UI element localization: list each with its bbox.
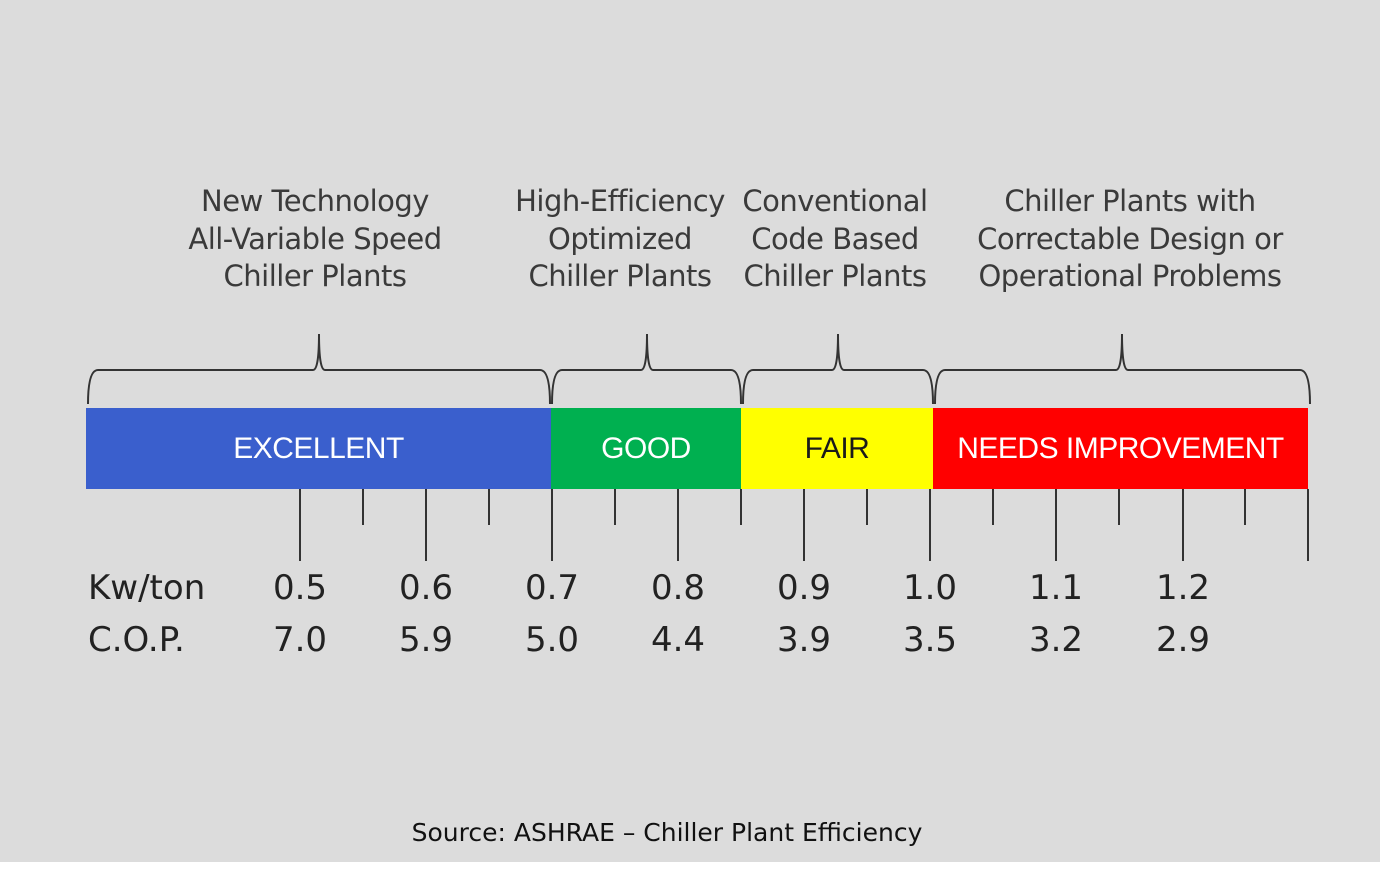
category-label-new-technology: New Technology All-Variable Speed Chille… <box>188 184 442 293</box>
category-label-conventional: Conventional Code Based Chiller Plants <box>742 184 928 293</box>
kw-value: 0.5 <box>272 568 328 608</box>
cop-value: 3.9 <box>776 620 832 660</box>
source-caption: Source: ASHRAE – Chiller Plant Efficienc… <box>411 818 923 847</box>
kw-value: 1.0 <box>902 568 958 608</box>
kw-value: 0.7 <box>524 568 580 608</box>
brace-needs-improvement <box>934 333 1311 405</box>
segment-excellent: EXCELLENT <box>86 408 551 489</box>
cop-value: 5.9 <box>398 620 454 660</box>
cop-value: 2.9 <box>1155 620 1211 660</box>
cop-value: 3.2 <box>1028 620 1084 660</box>
brace-excellent <box>87 333 551 405</box>
cop-label: C.O.P. <box>88 620 185 660</box>
cop-value: 7.0 <box>272 620 328 660</box>
kw-value: 0.6 <box>398 568 454 608</box>
kw-value: 0.9 <box>776 568 832 608</box>
kw-per-ton-label: Kw/ton <box>88 568 206 608</box>
brace-good <box>551 333 742 405</box>
segment-good: GOOD <box>551 408 741 489</box>
kw-value: 0.8 <box>650 568 706 608</box>
brace-fair <box>742 333 934 405</box>
cop-value: 3.5 <box>902 620 958 660</box>
kw-value: 1.2 <box>1155 568 1211 608</box>
segment-needs-improvement: NEEDS IMPROVEMENT <box>933 408 1308 489</box>
segment-fair: FAIR <box>741 408 933 489</box>
category-label-high-efficiency: High-Efficiency Optimized Chiller Plants <box>515 184 725 293</box>
kw-value: 1.1 <box>1028 568 1084 608</box>
cop-value: 5.0 <box>524 620 580 660</box>
category-label-correctable-problems: Chiller Plants with Correctable Design o… <box>977 184 1283 293</box>
cop-value: 4.4 <box>650 620 706 660</box>
